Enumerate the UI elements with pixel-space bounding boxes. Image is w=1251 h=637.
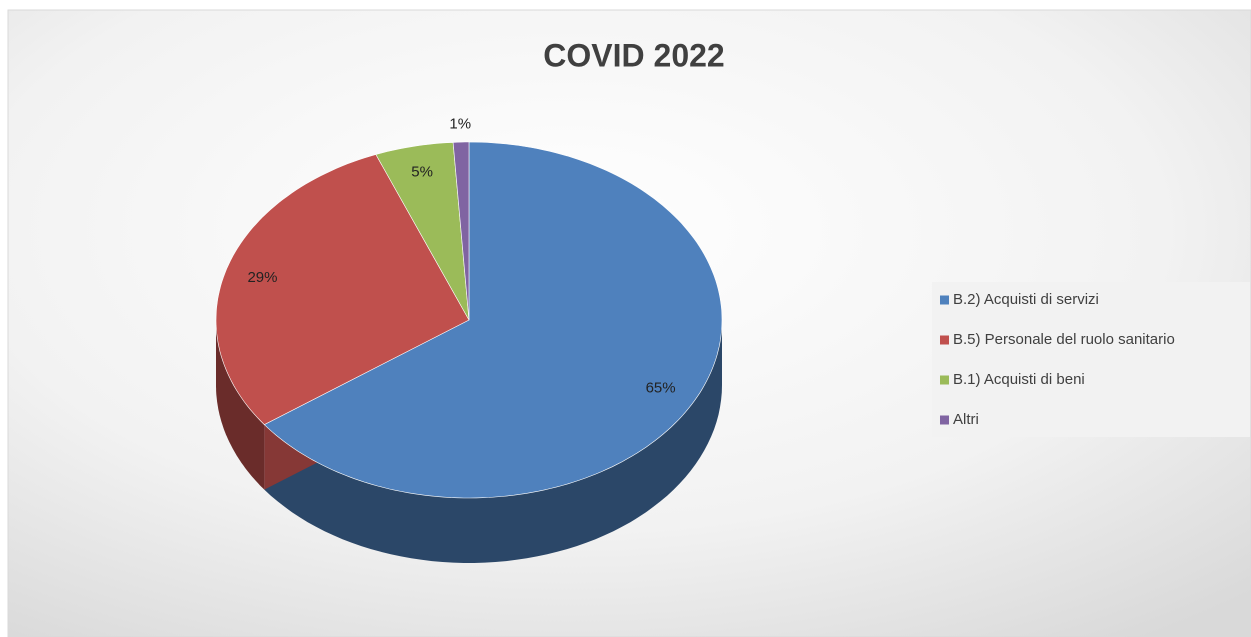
slice [263, 141, 723, 499]
legend-swatch [940, 415, 949, 425]
slice [375, 142, 470, 321]
legend-swatch [940, 295, 949, 305]
data-label: 5% [411, 163, 433, 180]
legend-swatch [940, 335, 949, 345]
chart-title: COVID 2022 [543, 37, 724, 73]
data-label: 65% [646, 380, 676, 397]
slice-side [264, 320, 722, 563]
data-label: 1% [449, 115, 471, 132]
slice [215, 154, 470, 425]
legend-box [932, 282, 1250, 437]
data-label: 29% [247, 269, 277, 286]
slice [452, 141, 470, 321]
slice-side [216, 320, 265, 490]
legend-swatch [940, 375, 949, 385]
legend-label: B.2) Acquisti di servizi [953, 291, 1099, 308]
legend-label: Altri [953, 411, 979, 428]
legend-label: B.5) Personale del ruolo sanitario [953, 331, 1175, 348]
legend-label: B.1) Acquisti di beni [953, 371, 1085, 388]
